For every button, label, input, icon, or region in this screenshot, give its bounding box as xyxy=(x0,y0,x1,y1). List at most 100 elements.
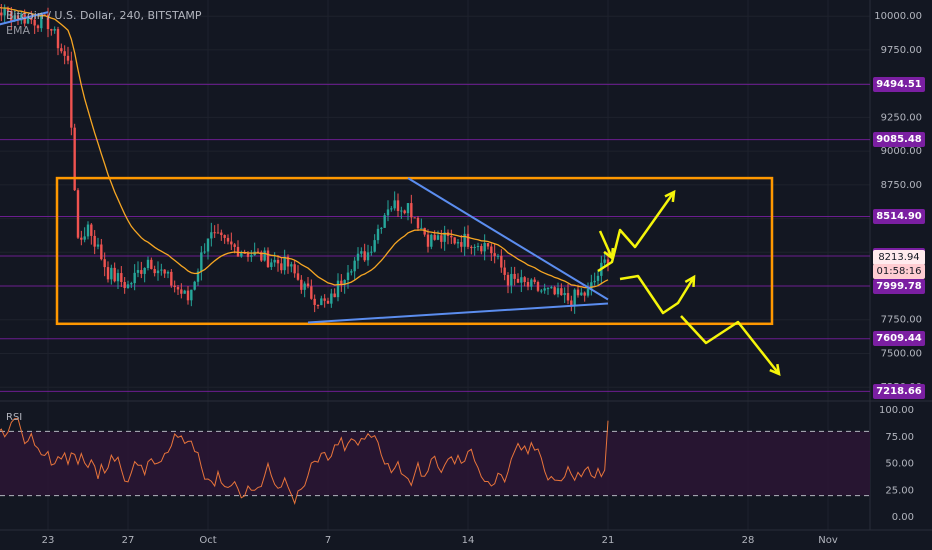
candle-body-10 xyxy=(0,12,3,16)
candle-body-136 xyxy=(420,227,423,229)
candle-body-70 xyxy=(200,252,203,272)
candle-body-141 xyxy=(436,235,440,240)
candle-body-158 xyxy=(493,253,496,257)
projection-arrowhead-3 xyxy=(769,363,781,377)
candle-body-37 xyxy=(90,224,93,236)
candle-body-113 xyxy=(343,280,346,285)
candle-body-189 xyxy=(596,275,600,281)
candle-body-96 xyxy=(286,256,290,267)
candle-body-72 xyxy=(206,238,210,252)
candle-body-66 xyxy=(186,290,190,301)
candle-body-108 xyxy=(326,300,330,304)
range-rectangle xyxy=(55,176,774,326)
candle-body-115 xyxy=(350,271,353,273)
candle-body-174 xyxy=(546,288,550,290)
candle-body-117 xyxy=(356,253,360,261)
candle-body-164 xyxy=(513,273,516,279)
time-tick-label: 27 xyxy=(122,535,135,546)
price-tag: 7218.66 xyxy=(873,383,925,399)
time-tick-label: 14 xyxy=(462,535,475,546)
candle-body-77 xyxy=(223,235,226,238)
candle-body-34 xyxy=(80,237,83,240)
candle-body-58 xyxy=(160,269,163,271)
candle-body-38 xyxy=(93,235,96,247)
candle-body-12 xyxy=(6,8,10,11)
candle-body-135 xyxy=(416,217,420,229)
candle-body-101 xyxy=(303,283,306,290)
candle-body-30 xyxy=(66,55,70,61)
candle-body-152 xyxy=(473,247,476,249)
rsi-band-fill xyxy=(0,431,870,496)
candle-body-40 xyxy=(100,244,103,260)
candle-body-131 xyxy=(403,210,406,214)
candle-body-124 xyxy=(380,227,383,229)
candle-body-21 xyxy=(36,25,40,29)
candle-body-188 xyxy=(593,280,596,283)
candle-body-127 xyxy=(390,208,393,210)
candle-body-47 xyxy=(123,281,126,289)
rsi-label[interactable]: RSI xyxy=(6,412,23,423)
candle-body-168 xyxy=(526,282,530,287)
trendline-0 xyxy=(0,11,49,26)
price-tag: 9085.48 xyxy=(873,132,925,148)
ema-line xyxy=(0,6,609,289)
candle-body-184 xyxy=(580,292,583,296)
candle-body-134 xyxy=(413,217,416,219)
candle-body-138 xyxy=(426,234,430,247)
candle-body-44 xyxy=(113,267,116,282)
rsi-band xyxy=(0,430,870,497)
candle-body-181 xyxy=(570,300,573,306)
symbol-title[interactable]: Bitcoin / U.S. Dollar, 240, BITSTAMP xyxy=(6,9,202,22)
candle-body-60 xyxy=(166,271,170,274)
candle-body-171 xyxy=(536,282,540,291)
price-tick-label: 7500.00 xyxy=(881,348,922,359)
candle-body-112 xyxy=(340,280,343,285)
candle-body-167 xyxy=(523,277,526,283)
rsi-polyline xyxy=(0,418,609,506)
candle-body-187 xyxy=(590,282,593,289)
candle-body-166 xyxy=(520,277,523,283)
candle-body-100 xyxy=(300,279,303,290)
candle-body-192 xyxy=(606,259,610,265)
candle-body-24 xyxy=(46,14,50,30)
candle-body-146 xyxy=(453,237,456,244)
candle-body-155 xyxy=(483,243,486,252)
rsi-tick-label: 50.00 xyxy=(885,459,914,470)
candle-body-39 xyxy=(96,244,100,247)
candle-body-94 xyxy=(280,263,283,271)
candle-body-133 xyxy=(410,203,413,218)
candle-body-87 xyxy=(256,251,260,253)
candle-body-45 xyxy=(116,273,120,282)
candle-body-98 xyxy=(293,264,296,274)
candle-body-68 xyxy=(193,281,196,290)
projection-arrow-0 xyxy=(597,191,676,273)
candle-body-76 xyxy=(220,232,223,236)
candle-body-27 xyxy=(56,29,60,49)
candle-body-63 xyxy=(176,287,180,290)
candle-body-49 xyxy=(130,283,133,285)
candle-body-79 xyxy=(230,241,233,245)
candle-body-176 xyxy=(553,287,556,295)
candle-body-170 xyxy=(533,279,536,283)
candle-body-132 xyxy=(406,203,410,214)
candle-body-90 xyxy=(266,250,270,268)
price-tick-label: 9750.00 xyxy=(881,45,922,56)
candle-body-175 xyxy=(550,287,553,289)
candle-body-172 xyxy=(540,290,543,292)
candle-body-159 xyxy=(496,255,500,257)
candle-body-31 xyxy=(70,60,73,128)
price-tag: 8213.94 xyxy=(873,249,925,265)
drawings xyxy=(0,11,781,377)
projection-arrow-1 xyxy=(598,230,614,259)
candle-body-32 xyxy=(73,127,76,191)
time-tick-label: 7 xyxy=(325,535,331,546)
ema-indicator-label[interactable]: EMA xyxy=(6,24,30,37)
candle-body-125 xyxy=(383,215,386,228)
price-tick-label: 10000.00 xyxy=(874,11,922,22)
candle-body-57 xyxy=(156,270,160,274)
price-tag: 7999.78 xyxy=(873,278,925,294)
candle-body-143 xyxy=(443,232,446,242)
candle-body-80 xyxy=(233,244,236,247)
candle-body-137 xyxy=(423,227,426,235)
